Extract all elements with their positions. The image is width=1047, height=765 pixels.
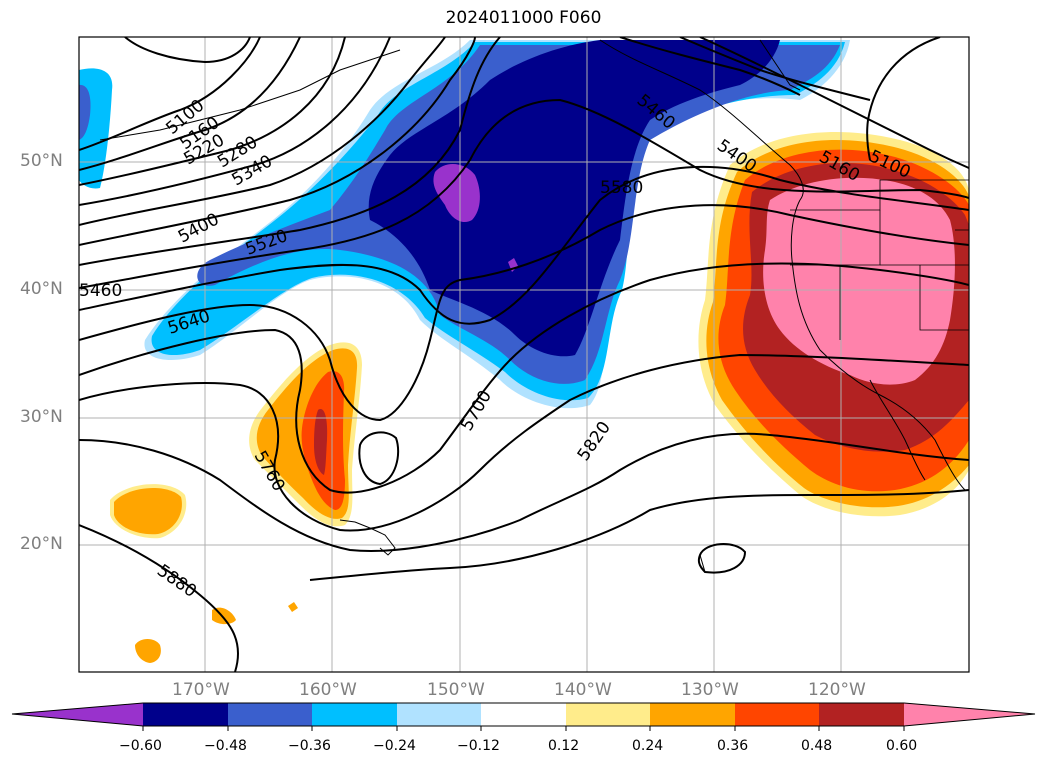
colorbar-segment xyxy=(312,703,397,726)
anomaly-orange-blob-2 xyxy=(135,639,161,663)
contour-label: 5880 xyxy=(153,561,200,602)
colorbar-tick-label: 0.12 xyxy=(548,738,580,754)
colorbar-segment xyxy=(397,703,481,726)
colorbar-segment xyxy=(819,703,904,726)
gridlines xyxy=(79,37,969,672)
anomaly-pink-east xyxy=(763,177,955,385)
contour-label: 5820 xyxy=(574,418,615,465)
anomaly-firebrick-center xyxy=(314,409,328,475)
colorbar-tick-label: −0.24 xyxy=(373,738,416,754)
colorbar xyxy=(11,702,1036,731)
lat-label-30n: 30°N xyxy=(20,407,63,427)
lat-label-20n: 20°N xyxy=(20,534,63,554)
colorbar-ticks xyxy=(142,726,905,731)
colorbar-right-extend xyxy=(904,703,1035,726)
lon-label-140w: 140°W xyxy=(554,680,612,700)
lon-label-150w: 150°W xyxy=(427,680,485,700)
colorbar-segment xyxy=(481,703,566,726)
colorbar-tick-label: −0.36 xyxy=(288,738,331,754)
contour-label: 5700 xyxy=(457,387,496,434)
contour-label: 5460 xyxy=(79,281,122,301)
map-frame xyxy=(78,36,970,673)
colorbar-tick-label: 0.36 xyxy=(717,738,749,754)
colorbar-tick-label: 0.48 xyxy=(801,738,833,754)
colorbar-segment xyxy=(735,703,819,726)
anomaly-orange-blob-1 xyxy=(114,488,182,535)
colorbar-tick-label: −0.12 xyxy=(457,738,500,754)
colorbar-left-extend xyxy=(12,703,143,726)
anomaly-navy xyxy=(368,40,780,357)
colorbar-segment xyxy=(228,703,312,726)
height-contours xyxy=(79,37,969,672)
colorbar-tick-label: 0.60 xyxy=(886,738,918,754)
colorbar-segment xyxy=(650,703,735,726)
colorbar-segment xyxy=(143,703,228,726)
lon-label-130w: 130°W xyxy=(681,680,739,700)
anomaly-royal-blue-west xyxy=(79,84,91,140)
lat-label-50n: 50°N xyxy=(20,151,63,171)
shading-layer xyxy=(79,40,969,663)
lon-label-160w: 160°W xyxy=(299,680,357,700)
colorbar-segment xyxy=(566,703,650,726)
lon-label-120w: 120°W xyxy=(808,680,866,700)
anomaly-purple xyxy=(433,164,480,223)
anomaly-orange-blob-4 xyxy=(288,602,298,612)
colorbar-tick-label: −0.60 xyxy=(119,738,162,754)
colorbar-tick-label: −0.48 xyxy=(204,738,247,754)
lat-label-40n: 40°N xyxy=(20,279,63,299)
contour-label: 5580 xyxy=(600,178,643,198)
colorbar-tick-label: 0.24 xyxy=(632,738,664,754)
map-title: 2024011000 F060 xyxy=(445,8,602,28)
contour-label: 5400 xyxy=(175,209,223,247)
lon-label-170w: 170°W xyxy=(172,680,230,700)
